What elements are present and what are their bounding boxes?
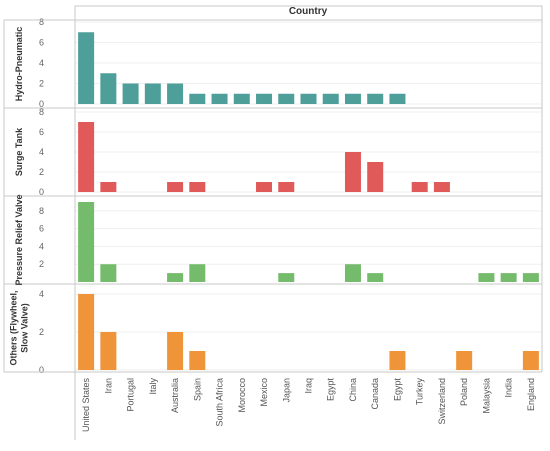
y-tick-label: 2 [39, 327, 44, 337]
bar-3-17 [456, 351, 473, 370]
bar-1-1 [100, 182, 117, 192]
bar-3-1 [100, 332, 117, 370]
x-tick-label: Malaysia [481, 378, 491, 414]
column-header-title: Country [289, 6, 328, 17]
bar-0-3 [144, 83, 161, 104]
x-tick-label: England [526, 378, 536, 411]
y-tick-label: 6 [39, 38, 44, 48]
x-tick-label: Morocco [237, 378, 247, 413]
x-tick-label: Iran [103, 378, 113, 394]
y-tick-label: 4 [39, 58, 44, 68]
x-tick-label: Poland [459, 378, 469, 406]
bar-0-14 [389, 93, 406, 104]
bar-2-18 [478, 273, 495, 282]
bar-0-13 [367, 93, 384, 104]
x-tick-label: India [504, 378, 514, 398]
bar-2-20 [522, 273, 539, 282]
bar-0-5 [189, 93, 206, 104]
bar-1-15 [411, 182, 428, 192]
bar-2-13 [367, 273, 384, 282]
bar-0-12 [344, 93, 361, 104]
bar-0-6 [211, 93, 228, 104]
y-tick-label: 6 [39, 224, 44, 234]
y-tick-label: 4 [39, 289, 44, 299]
y-tick-label: 2 [39, 259, 44, 269]
bar-1-9 [278, 182, 295, 192]
bar-2-9 [278, 273, 295, 282]
bar-0-10 [300, 93, 317, 104]
bar-1-8 [256, 182, 273, 192]
bar-3-4 [167, 332, 184, 370]
x-tick-label: Italy [148, 378, 158, 395]
y-tick-label: 0 [39, 187, 44, 197]
bar-3-14 [389, 351, 406, 370]
bar-3-5 [189, 351, 206, 370]
y-tick-label: 8 [39, 107, 44, 117]
bar-2-0 [78, 202, 95, 282]
bar-0-1 [100, 73, 117, 104]
bar-0-11 [322, 93, 339, 104]
row-label-3: Others (Flywheel, [9, 290, 19, 365]
x-tick-label: Iraq [304, 378, 314, 394]
bar-1-13 [367, 162, 384, 192]
bar-0-2 [122, 83, 139, 104]
y-tick-label: 2 [39, 79, 44, 89]
bar-2-19 [500, 273, 517, 282]
y-tick-label: 0 [39, 365, 44, 375]
y-tick-label: 8 [39, 17, 44, 27]
x-tick-label: United States [81, 378, 91, 433]
bar-1-4 [167, 182, 184, 192]
x-tick-label: Egypt [392, 378, 402, 402]
bar-0-8 [256, 93, 273, 104]
x-tick-label: China [348, 378, 358, 402]
y-tick-label: 4 [39, 241, 44, 251]
bar-1-12 [344, 152, 361, 192]
x-tick-label: Mexico [259, 378, 269, 407]
bar-1-0 [78, 122, 95, 192]
row-label-3: Slow Valve) [20, 303, 30, 353]
row-label-1: Surge Tank [14, 127, 24, 176]
x-tick-label: Australia [170, 378, 180, 413]
y-tick-label: 4 [39, 147, 44, 157]
bar-1-16 [433, 182, 450, 192]
bar-3-0 [78, 294, 95, 370]
bar-0-7 [233, 93, 250, 104]
y-tick-label: 0 [39, 99, 44, 109]
bar-2-12 [344, 264, 361, 282]
x-tick-label: Spain [192, 378, 202, 401]
x-tick-label: South Africa [215, 378, 225, 427]
bar-2-1 [100, 264, 117, 282]
bar-3-20 [522, 351, 539, 370]
bar-1-5 [189, 182, 206, 192]
row-label-0: Hydro-Pneumatic [14, 27, 24, 102]
x-tick-label: Japan [281, 378, 291, 403]
x-tick-label: Portugal [126, 378, 136, 412]
bar-0-4 [167, 83, 184, 104]
x-tick-label: Turkey [415, 378, 425, 406]
bar-0-9 [278, 93, 295, 104]
bar-2-4 [167, 273, 184, 282]
y-tick-label: 8 [39, 206, 44, 216]
y-tick-label: 2 [39, 167, 44, 177]
row-label-2: Pressure Relief Valve [14, 194, 24, 285]
x-tick-label: Canada [370, 378, 380, 410]
y-tick-label: 6 [39, 127, 44, 137]
bar-2-5 [189, 264, 206, 282]
x-tick-label: Egypt [326, 378, 336, 402]
x-tick-label: Switzerland [437, 378, 447, 425]
bar-0-0 [78, 32, 95, 104]
